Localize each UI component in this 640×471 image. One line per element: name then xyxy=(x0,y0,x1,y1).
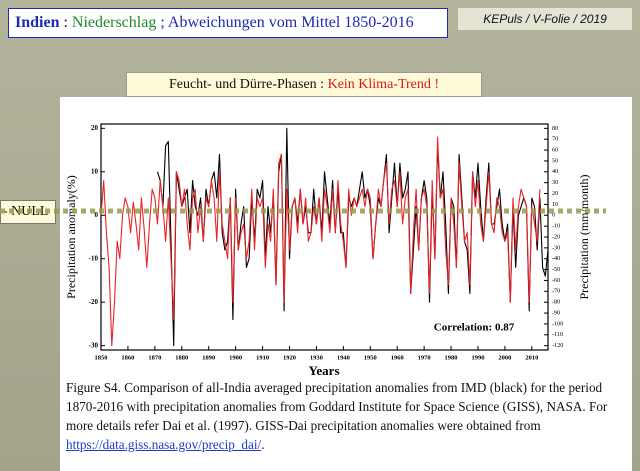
x-tick-label: 1980 xyxy=(445,354,458,361)
x-tick-label: 1930 xyxy=(310,354,323,361)
x-tick-label: 2000 xyxy=(498,354,511,361)
chart-background xyxy=(60,97,632,471)
y2-tick-label: 60 xyxy=(552,146,558,153)
y2-axis-label: Precipitation (mm/month) xyxy=(577,175,591,300)
title-box: Indien : Niederschlag ; Abweichungen vom… xyxy=(8,8,448,38)
caption-link[interactable]: https://data.giss.nasa.gov/precip_dai/ xyxy=(66,437,262,452)
x-tick-label: 1890 xyxy=(202,354,215,361)
x-tick-label: 1960 xyxy=(391,354,404,361)
y2-tick-label: 40 xyxy=(552,168,558,175)
credit: KEPuls / V-Folie / 2019 xyxy=(458,8,632,30)
banner-text: Feucht- und Dürre-Phasen : xyxy=(168,77,328,92)
caption-end: . xyxy=(261,437,265,452)
y2-tick-label: -90 xyxy=(552,309,560,316)
y-tick-label: -10 xyxy=(89,254,99,262)
y2-tick-label: -110 xyxy=(552,331,563,338)
x-tick-label: 2010 xyxy=(525,354,538,361)
y-axis-label: Precipitation anomaly(%) xyxy=(64,175,78,299)
x-tick-label: 1940 xyxy=(337,354,350,361)
y2-tick-label: 0 xyxy=(552,212,555,219)
y2-tick-label: 50 xyxy=(552,157,558,164)
x-tick-label: 1990 xyxy=(471,354,484,361)
y-tick-label: -20 xyxy=(89,298,99,306)
x-tick-label: 1870 xyxy=(148,354,161,361)
x-tick-label: 1860 xyxy=(121,354,134,361)
banner: Feucht- und Dürre-Phasen : Kein Klima-Tr… xyxy=(126,72,482,97)
y2-tick-label: 70 xyxy=(552,136,558,143)
annotation: Correlation: 0.87 xyxy=(434,322,515,334)
y2-tick-label: -60 xyxy=(552,277,560,284)
y2-tick-label: -40 xyxy=(552,255,560,262)
y2-tick-label: 30 xyxy=(552,179,558,186)
y2-tick-label: -100 xyxy=(552,320,563,327)
y-tick-label: 10 xyxy=(91,167,99,175)
null-label: - NULL xyxy=(0,200,56,224)
title-rest: ; Abweichungen vom Mittel 1850-2016 xyxy=(156,14,414,31)
x-tick-label: 1920 xyxy=(283,354,296,361)
x-tick-label: 1910 xyxy=(256,354,269,361)
x-tick-label: 1850 xyxy=(95,354,108,361)
y2-tick-label: -10 xyxy=(552,223,560,230)
y2-tick-label: -70 xyxy=(552,288,560,295)
title-topic: Niederschlag xyxy=(71,14,157,31)
series-line xyxy=(100,136,541,347)
x-tick-label: 1880 xyxy=(175,354,188,361)
x-tick-label: 1900 xyxy=(229,354,242,361)
plot-frame xyxy=(100,123,549,351)
y-tick-label: 0 xyxy=(95,211,99,219)
title-sep: : xyxy=(59,14,72,31)
y2-tick-label: 10 xyxy=(552,201,558,208)
caption: Figure S4. Comparison of all-India avera… xyxy=(66,378,628,454)
x-tick-label: 1950 xyxy=(364,354,377,361)
x-axis-label: Years xyxy=(308,363,339,378)
y2-tick-label: -80 xyxy=(552,299,560,306)
y2-tick-label: -120 xyxy=(552,342,563,349)
caption-text: Figure S4. Comparison of all-India avera… xyxy=(66,380,608,433)
y2-tick-label: -30 xyxy=(552,244,560,251)
banner-highlight: Kein Klima-Trend ! xyxy=(327,77,440,92)
y-tick-label: 20 xyxy=(91,124,99,132)
y2-tick-label: -50 xyxy=(552,266,560,273)
y-tick-label: -30 xyxy=(89,341,99,349)
y2-tick-label: 80 xyxy=(552,125,558,132)
title-country: Indien xyxy=(15,14,60,31)
x-tick-label: 1970 xyxy=(418,354,431,361)
y2-tick-label: -20 xyxy=(552,233,560,240)
y2-tick-label: 20 xyxy=(552,190,558,197)
